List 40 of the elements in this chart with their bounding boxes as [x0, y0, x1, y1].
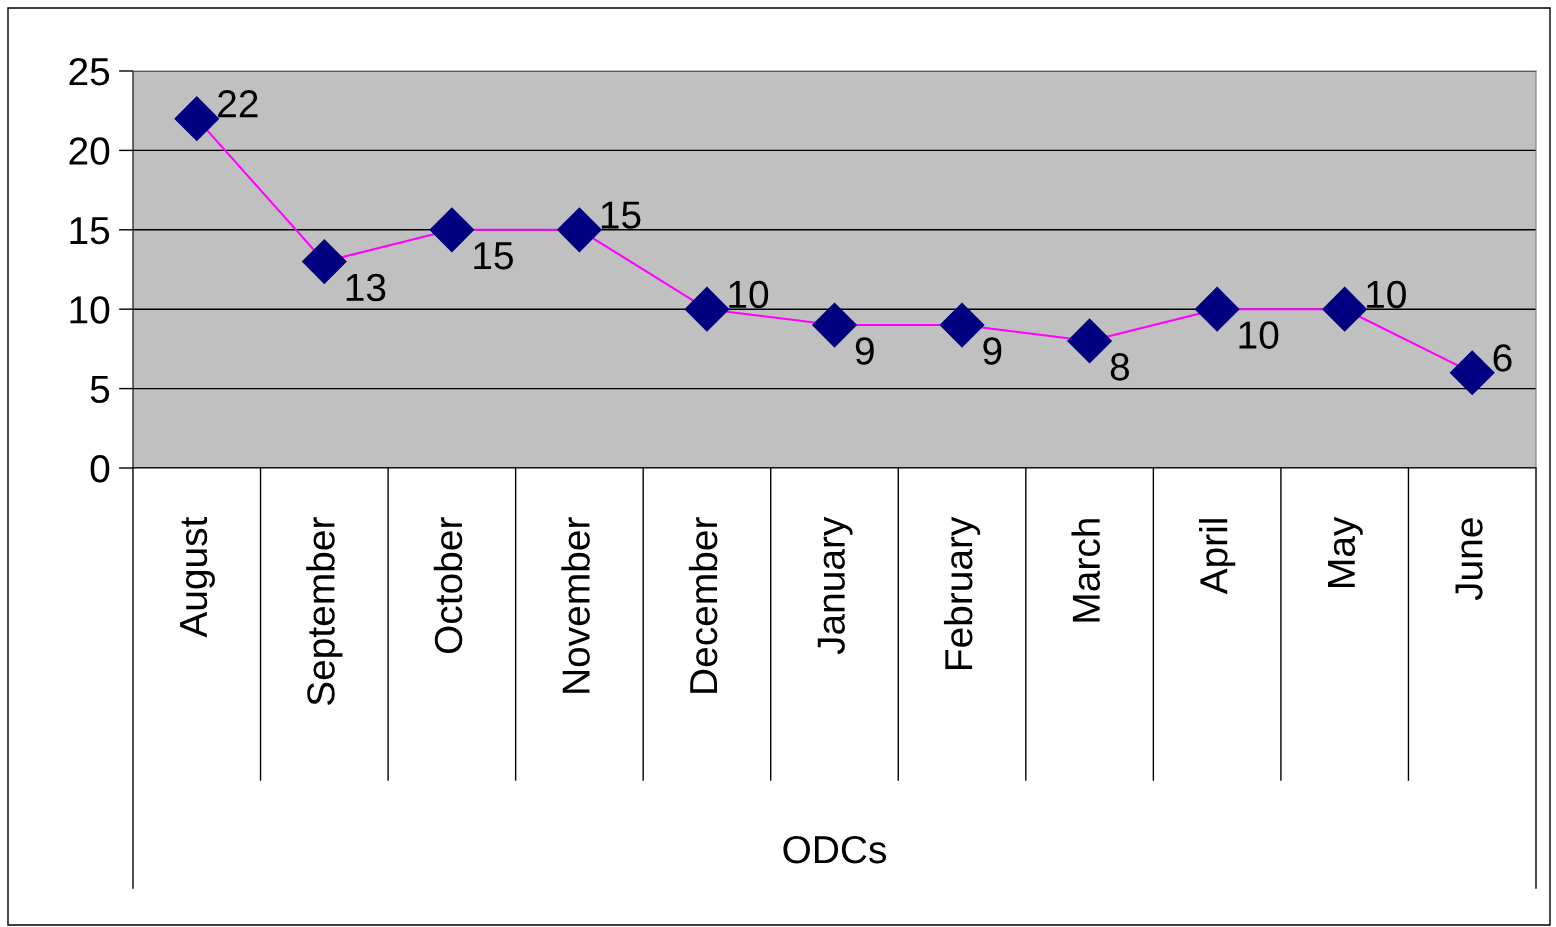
data-label: 15: [474, 242, 513, 270]
point: [684, 286, 730, 332]
data-label: 10: [1367, 280, 1406, 309]
point: [1194, 286, 1240, 332]
x-tick-label: March: [1071, 519, 1101, 622]
point: [939, 302, 985, 348]
data-label: 9: [855, 337, 874, 365]
y-tick-label: 20: [69, 137, 110, 165]
data-label: 6: [1493, 344, 1512, 372]
x-tick-label: April: [1199, 519, 1236, 595]
data-label: 22: [218, 90, 258, 118]
data-label: 8: [1110, 353, 1129, 381]
x-tick-label: September: [306, 517, 343, 706]
y-tick-label: 15: [70, 217, 110, 245]
x-tick-label: June: [1455, 518, 1483, 601]
data-label: 9: [983, 337, 1002, 365]
x-tick-label: August: [180, 516, 215, 638]
y-tick-label: 5: [90, 375, 110, 404]
x-tick-label: October: [433, 517, 463, 654]
point: [1322, 286, 1367, 332]
point: [1449, 350, 1495, 396]
x-tick-label: December: [688, 517, 718, 693]
x-tick-label: January: [817, 516, 853, 655]
x-tick-label: February: [943, 516, 981, 670]
data-label: 10: [729, 280, 769, 309]
point: [1067, 318, 1112, 364]
data-label: 10: [1239, 321, 1279, 349]
point: [174, 96, 220, 141]
data-label: 15: [601, 201, 641, 229]
point: [302, 239, 347, 284]
y-tick-label: 25: [69, 57, 110, 86]
point: [557, 207, 602, 253]
y-tick-label: 0: [90, 454, 110, 483]
x-tick-label: November: [561, 517, 590, 693]
point: [812, 302, 857, 348]
point: [429, 207, 475, 253]
data-label: 13: [346, 273, 386, 302]
x-axis-title: ODCs: [783, 835, 887, 864]
y-tick-label: 10: [70, 296, 110, 324]
x-tick-label: May: [1327, 516, 1363, 587]
